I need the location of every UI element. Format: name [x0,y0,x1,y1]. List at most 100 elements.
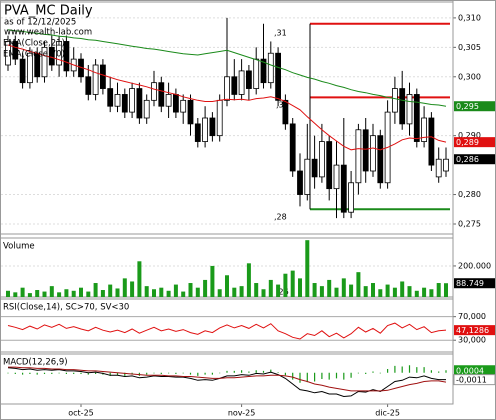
volume-bar [57,292,62,297]
volume-bar [312,283,317,297]
y-tick-label: 0,310 [458,13,481,22]
candle-body [194,123,201,142]
volume-bar [181,291,186,297]
histogram-bar [248,371,250,373]
volume-bar [27,293,32,297]
y-tick-label: 0,305 [458,43,481,52]
histogram-bar [270,369,272,373]
volume-bar [210,265,215,297]
y-tick-label: 0,275 [458,219,481,228]
histogram-bar [277,372,279,373]
candle-body [121,94,128,113]
histogram-bar [80,372,82,374]
histogram-bar [430,370,432,373]
histogram-bar [36,372,38,375]
volume-bar [195,287,200,297]
volume-bar [13,292,18,297]
volume-bar [356,272,361,297]
volume-bar [166,290,171,297]
candle-body [399,88,406,125]
histogram-bar [197,372,199,376]
candle-body [187,99,194,125]
y-tick-label: 0,290 [458,131,481,140]
histogram-bar [51,372,53,374]
histogram-bar [335,372,338,379]
panel-title: MACD(12,26,9) [3,358,68,368]
volume-bar [385,284,390,297]
volume-bar [268,279,273,297]
histogram-bar [182,372,184,374]
histogram-bar [241,370,243,373]
value-badge-label: 88.749 [456,279,484,288]
candle-body [26,52,33,84]
volume-bar [407,286,412,297]
x-tick-label: oct-25 [68,409,94,418]
candle-body [12,41,19,60]
volume-bar [283,273,288,297]
candle-body [165,94,172,107]
histogram-bar [219,372,221,374]
candle-body [151,82,157,101]
volume-bar [217,289,222,297]
volume-bar [152,289,156,297]
value-badge [454,325,495,336]
histogram-bar [306,372,308,383]
candle-body [5,41,11,66]
volume-bar [173,284,178,297]
candle-body [85,76,92,95]
candle-body [289,123,296,172]
volume-bar [276,284,281,297]
histogram-bar [379,372,381,374]
histogram-bar [73,372,75,374]
candle-body [355,129,362,184]
histogram-bar [146,372,148,375]
histogram-bar [124,372,126,376]
candle-body [100,64,106,89]
volume-bar [188,283,193,297]
candle-body [180,99,187,113]
volume-bar [290,270,295,297]
candle-body [377,135,384,184]
candle-body [107,88,114,107]
x-tick-label: nov-25 [228,409,256,418]
value-badge-label: 0,289 [456,138,479,147]
candle-body [19,58,26,84]
candle-body [172,94,179,113]
histogram-bar [14,372,16,374]
histogram-bar [29,372,31,374]
candle-body [63,41,70,72]
candle-body [245,70,252,89]
volume-bar [444,283,448,297]
candle-body [216,99,223,137]
candle-body [48,46,55,66]
volume-bar [429,289,434,297]
candle-body [92,64,99,95]
volume-bar [86,291,91,297]
histogram-bar [423,367,425,373]
histogram-bar [401,366,403,373]
candle-body [297,170,303,195]
candle-body [129,88,136,113]
candle-body [231,76,238,95]
histogram-bar [343,372,345,380]
histogram-bar [233,370,235,373]
volume-bar [79,287,83,297]
volume-bar [232,287,237,297]
panel-title: Volume [3,242,35,252]
candle-body [340,164,347,213]
histogram-bar [109,372,111,376]
candle-body [114,94,121,107]
volume-bar [363,286,368,297]
histogram-bar [328,372,330,380]
source: www.wealth-lab.com [4,28,92,38]
volume-bar [414,290,419,297]
annotation: ,26 [276,288,289,297]
volume-bar [35,290,40,297]
histogram-bar [350,372,352,378]
histogram-bar [299,372,301,383]
candle-body [260,58,267,84]
annotation: ,30 [276,101,289,110]
histogram-bar [365,372,367,374]
volume-bar [93,283,98,297]
